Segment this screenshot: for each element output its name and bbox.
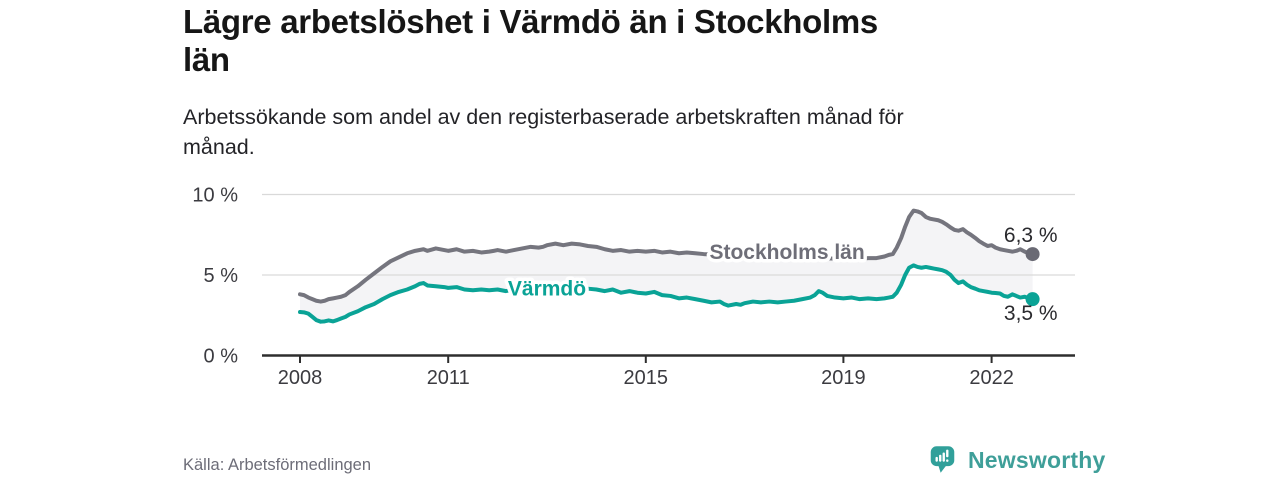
- y-tick-label-0-percent: 0 %: [204, 346, 239, 368]
- end-value-label-stockholms-l-n: 6,3 %: [1004, 224, 1058, 247]
- x-tick-label-2022: 2022: [969, 367, 1014, 389]
- page-title: Lägre arbetslöshet i Värmdö än i Stockho…: [183, 3, 1103, 79]
- page-subtitle-line-1: Arbetssökande som andel av den registerb…: [183, 105, 904, 129]
- chart-area: 2008 2011 2015 2019 2022 0 % 5 % 10 % Stockholms…: [180, 180, 1090, 400]
- end-dot-stockholms-l-n: [1025, 247, 1040, 262]
- x-tick-label-2008: 2008: [278, 367, 323, 389]
- newsworthy-logo-icon: [930, 445, 955, 474]
- page-title-line-2: län: [183, 41, 230, 78]
- y-tick-label-5-percent: 5 %: [204, 265, 239, 287]
- source-note: Källa: Arbetsförmedlingen: [183, 456, 372, 474]
- unemployment-line-chart: 2008 2011 2015 2019 2022 0 % 5 % 10 % Stockholms…: [192, 185, 1075, 389]
- series-label-stockholms-l-n: Stockholms län: [709, 241, 864, 264]
- y-tick-label-10-percent: 10 %: [192, 185, 238, 207]
- series-label-v-rmd-: Värmdö: [508, 278, 586, 301]
- x-tick-label-2011: 2011: [427, 367, 470, 389]
- page-subtitle-line-2: månad.: [183, 135, 255, 159]
- end-dot-v-rmd-: [1025, 292, 1040, 307]
- newsworthy-brand: Newsworthy: [930, 445, 1105, 474]
- newsworthy-wordmark: Newsworthy: [968, 447, 1106, 473]
- end-value-label-v-rmd-: 3,5 %: [1004, 302, 1058, 325]
- page-subtitle: Arbetssökande som andel av den registerb…: [183, 102, 1103, 162]
- x-tick-label-2019: 2019: [821, 367, 866, 389]
- x-tick-label-2015: 2015: [624, 367, 669, 389]
- series-line-stockholms-l-n: [298, 208, 1035, 304]
- between-series-band: [300, 210, 1033, 322]
- series-line-v-rmd-: [298, 263, 1035, 324]
- page-title-line-1: Lägre arbetslöshet i Värmdö än i Stockho…: [183, 3, 878, 40]
